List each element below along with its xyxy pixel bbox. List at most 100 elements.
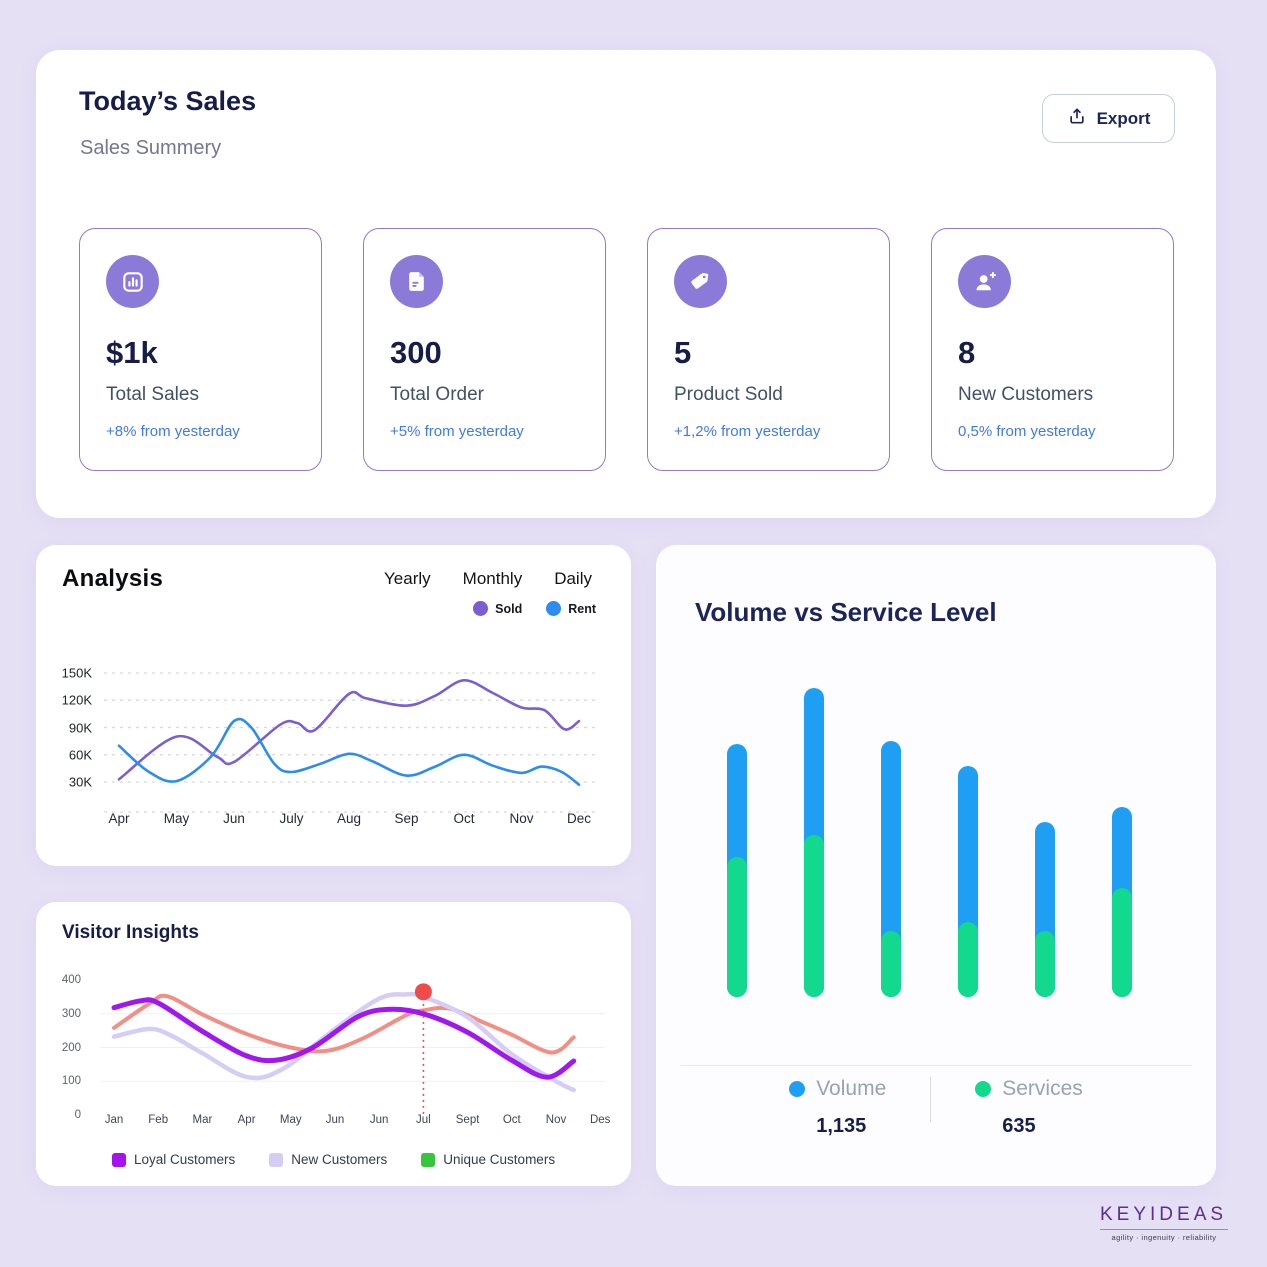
visitor-x-tick: Feb	[148, 1114, 169, 1126]
stat-value: 300	[390, 335, 442, 370]
analysis-legend-sold: Sold	[473, 601, 522, 616]
legend-dot-icon	[546, 601, 562, 616]
legend-label: Unique Customers	[443, 1152, 556, 1167]
brand-divider	[1100, 1229, 1228, 1230]
stat-card-total-order: 300 Total Order +5% from yesterday	[363, 228, 606, 471]
analysis-x-tick: Sep	[394, 811, 419, 826]
visitor-x-tick: Sept	[455, 1114, 480, 1126]
analysis-legend-rent: Rent	[546, 601, 596, 616]
legend-label: Sold	[495, 601, 523, 616]
user-plus-icon	[958, 255, 1011, 308]
stat-label: Total Sales	[106, 384, 199, 405]
visitor-x-tick: Des	[589, 1114, 611, 1126]
legend-square-icon	[111, 1152, 126, 1167]
analysis-panel: Analysis Yearly Monthly Daily Sold Rent 150…	[36, 545, 631, 866]
analysis-x-tick: May	[163, 811, 190, 826]
legend-dot-icon	[473, 601, 489, 616]
analysis-line-chart	[104, 672, 600, 813]
todays-sales-card: Today’s Sales Sales Summery Export $1k To…	[36, 50, 1216, 518]
visitor-x-tick: May	[279, 1114, 302, 1126]
legend-name: Volume	[816, 1077, 887, 1100]
tag-icon	[674, 255, 727, 308]
visitor-x-tick: Mar	[192, 1114, 213, 1126]
visitor-y-tick: 0	[74, 1109, 81, 1121]
volume-legend-services: Services 635	[975, 1077, 1083, 1138]
analysis-tab-yearly[interactable]: Yearly	[384, 569, 431, 588]
analysis-x-tick: Dec	[566, 811, 592, 826]
stat-label: Total Order	[390, 384, 484, 405]
bar-chart-icon	[106, 255, 159, 308]
visitor-x-tick: Apr	[237, 1114, 256, 1126]
analysis-y-tick: 120K	[61, 692, 92, 708]
stat-card-product-sold: 5 Product Sold +1,2% from yesterday	[647, 228, 890, 471]
legend-square-icon	[421, 1152, 436, 1167]
legend-dot-icon	[975, 1081, 992, 1097]
visitor-legend-unique-customers: Unique Customers	[421, 1152, 555, 1167]
document-icon	[390, 255, 443, 308]
visitor-y-tick: 300	[61, 1007, 81, 1020]
brand-tagline: agility · ingenuity · reliability	[1111, 1233, 1217, 1242]
stacked-bar-3	[881, 741, 901, 997]
legend-label: Rent	[568, 601, 596, 616]
visitor-legend-new-customers: New Customers	[269, 1152, 387, 1167]
legend-total: 1,135	[816, 1115, 867, 1137]
analysis-tabs: Yearly Monthly Daily	[384, 569, 592, 589]
volume-legend: Volume 1,135 Services 635	[656, 1077, 1216, 1138]
bar-services-segment	[727, 857, 747, 997]
analysis-x-tick: Apr	[108, 811, 130, 826]
stacked-bar-4	[958, 766, 978, 997]
analysis-y-tick: 30K	[68, 774, 92, 790]
stacked-bar-6	[1112, 807, 1132, 997]
visitor-y-tick: 100	[61, 1075, 81, 1088]
stat-value: 8	[958, 335, 976, 370]
export-button[interactable]: Export	[1042, 94, 1175, 143]
volume-stacked-bars	[696, 685, 1176, 997]
analysis-y-tick: 90K	[68, 720, 92, 735]
legend-dot-icon	[789, 1081, 806, 1097]
analysis-legend: Sold Rent	[473, 601, 596, 616]
stacked-bar-1	[727, 744, 747, 997]
stacked-bar-5	[1035, 822, 1055, 997]
stat-delta: +8% from yesterday	[106, 423, 240, 440]
legend-square-icon	[269, 1152, 284, 1167]
visitor-line-chart	[100, 983, 605, 1115]
stat-delta: +1,2% from yesterday	[674, 423, 821, 440]
stat-delta: +5% from yesterday	[390, 423, 524, 440]
analysis-x-tick: Jun	[223, 811, 245, 826]
volume-legend-volume: Volume 1,135	[789, 1077, 886, 1138]
visitor-legend-loyal-customers: Loyal Customers	[111, 1152, 236, 1167]
analysis-x-tick: Aug	[336, 811, 362, 826]
analysis-x-tick: Nov	[509, 811, 534, 826]
visitor-legend: Loyal Customers New Customers Unique Custo…	[36, 1152, 631, 1167]
stat-label: New Customers	[958, 384, 1094, 405]
visitor-x-tick: Jun	[325, 1114, 345, 1126]
stat-value: $1k	[106, 335, 158, 370]
visitor-insights-title: Visitor Insights	[62, 922, 199, 943]
page-title: Today’s Sales	[79, 86, 257, 116]
analysis-x-tick: Oct	[453, 811, 475, 826]
stat-delta: 0,5% from yesterday	[958, 423, 1096, 440]
analysis-tab-daily[interactable]: Daily	[554, 569, 592, 588]
legend-label: Loyal Customers	[133, 1152, 236, 1167]
export-icon	[1067, 106, 1087, 131]
stats-row: $1k Total Sales +8% from yesterday 300 Total…	[79, 228, 1174, 471]
visitor-x-tick: Jan	[104, 1114, 124, 1126]
visitor-x-tick: Jun	[369, 1114, 389, 1126]
volume-service-title: Volume vs Service Level	[695, 597, 997, 627]
bar-services-segment	[958, 922, 978, 997]
export-label: Export	[1096, 108, 1151, 128]
bar-services-segment	[804, 835, 824, 997]
stat-label: Product Sold	[674, 384, 783, 405]
visitor-insights-panel: Visitor Insights 400 300 200 100 0 Jan Feb Mar…	[36, 902, 631, 1186]
volume-legend-divider-line	[680, 1065, 1192, 1066]
legend-name: Services	[1002, 1077, 1083, 1100]
bar-services-segment	[1035, 931, 1055, 997]
page-subtitle: Sales Summery	[80, 137, 222, 159]
analysis-tab-monthly[interactable]: Monthly	[462, 569, 523, 588]
visitor-x-tick: Nov	[545, 1114, 567, 1126]
visitor-x-tick: Jul	[416, 1114, 431, 1126]
stat-card-new-customers: 8 New Customers 0,5% from yesterday	[931, 228, 1174, 471]
legend-label: New Customers	[291, 1152, 388, 1167]
volume-service-panel: Volume vs Service Level Volume 1,135 Servi…	[656, 545, 1216, 1186]
legend-divider	[930, 1077, 932, 1122]
